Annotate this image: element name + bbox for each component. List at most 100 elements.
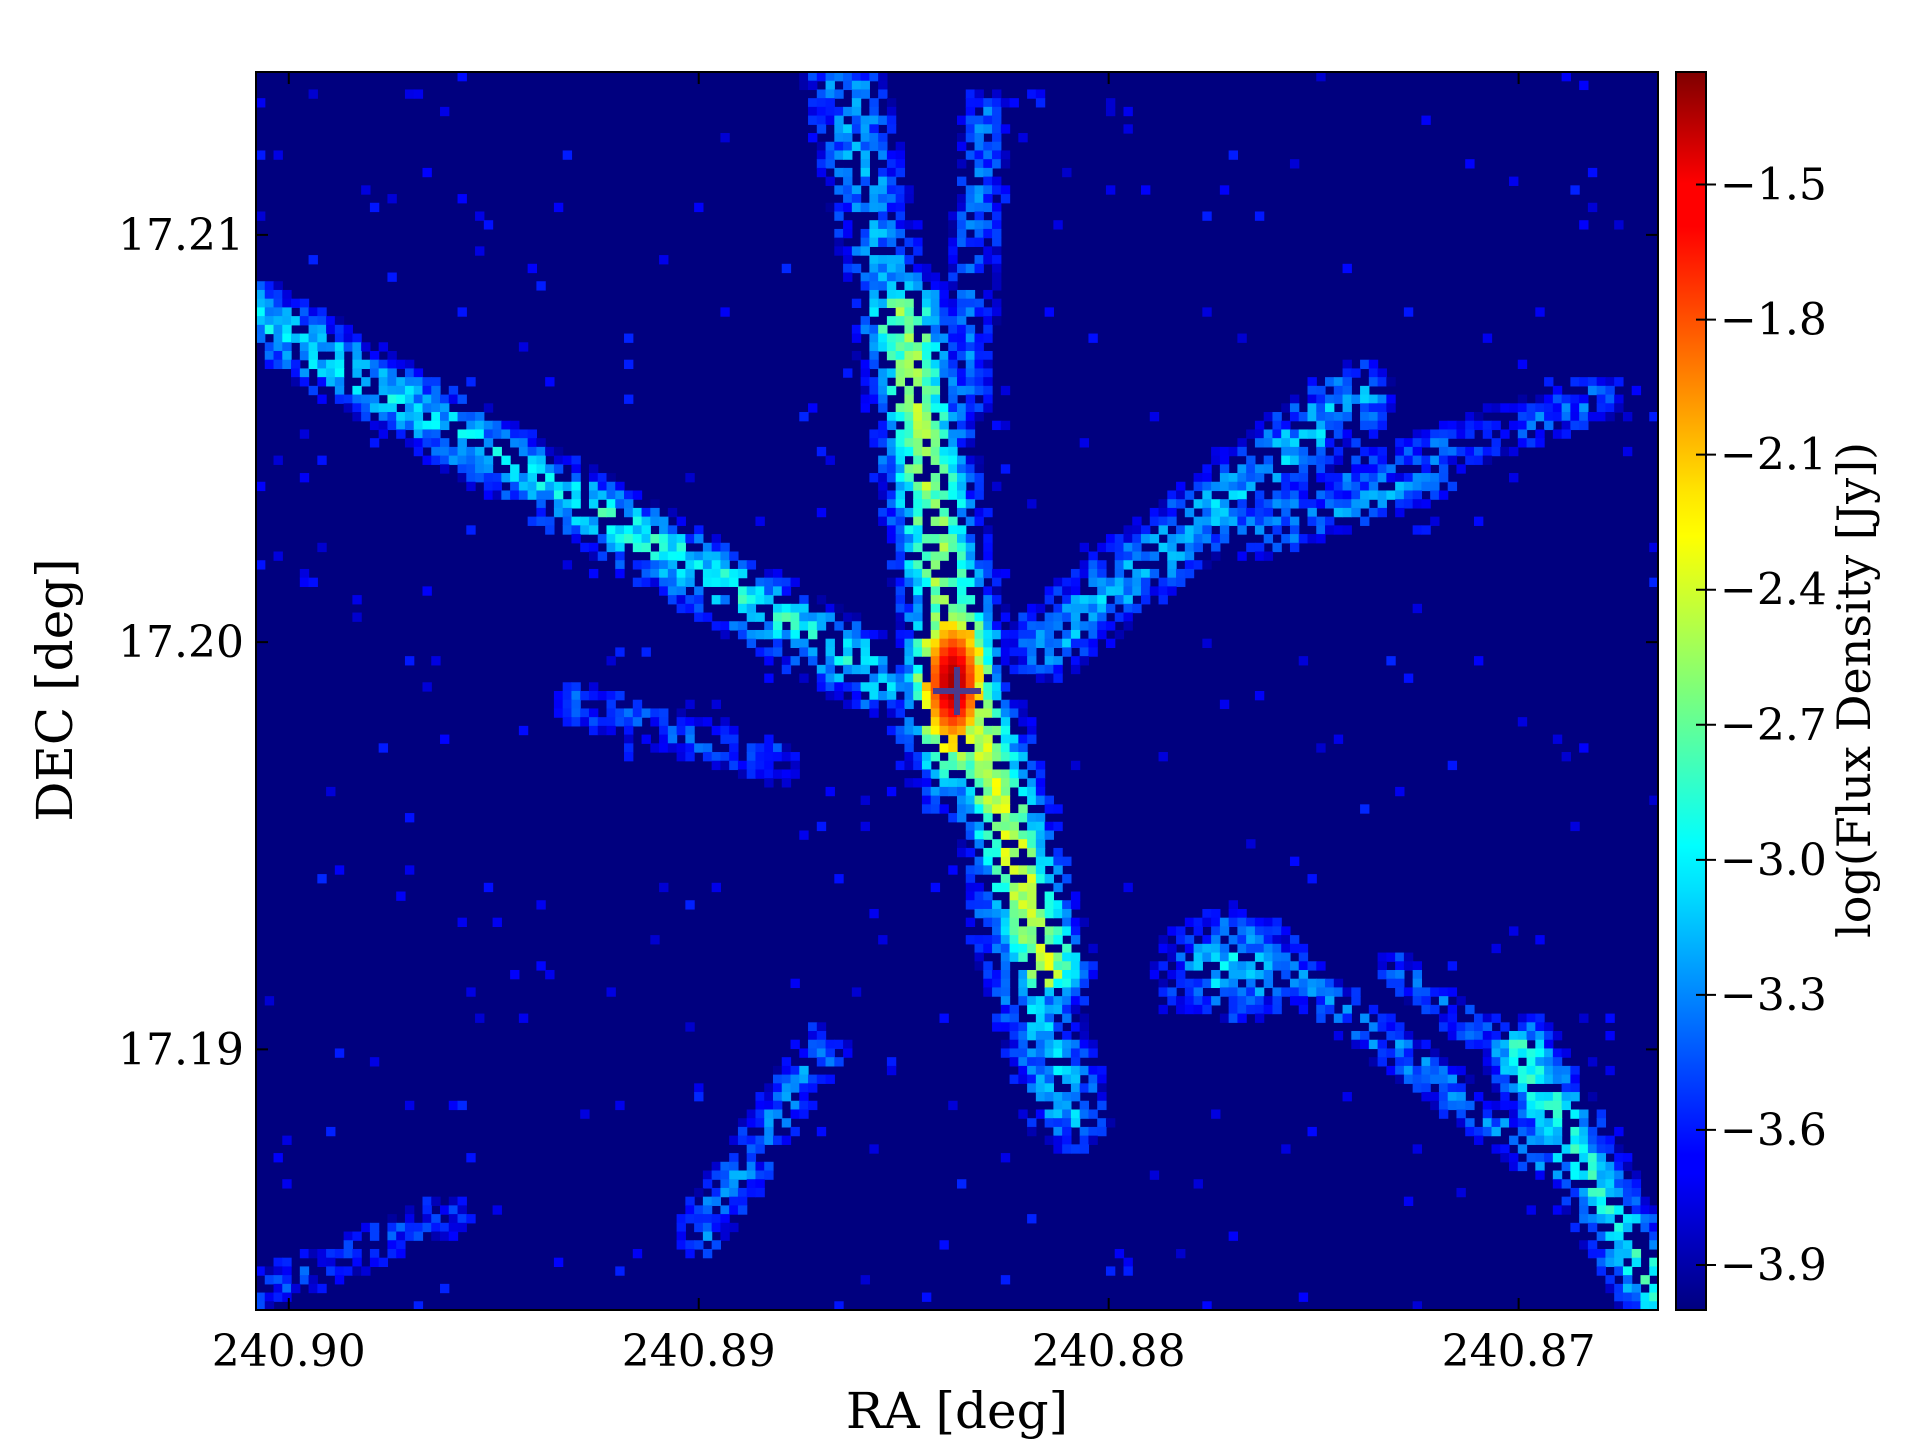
heatmap-cell [834,89,844,99]
heatmap-cell [632,507,643,518]
heatmap-cell [273,1266,283,1276]
heatmap-cell [553,202,564,213]
heatmap-cell [1465,412,1475,422]
heatmap-cell [957,368,967,378]
heatmap-cell [720,725,730,736]
heatmap-cell [1289,525,1300,535]
heatmap-cell [913,429,923,439]
heatmap-cell [851,124,862,134]
heatmap-cell [1500,1153,1510,1163]
heatmap-cell [1386,969,1396,980]
heatmap-cell [404,438,415,448]
heatmap-cell [983,202,993,213]
heatmap-cell [904,525,914,535]
heatmap-cell [1272,935,1282,945]
heatmap-cell [1631,1292,1642,1302]
heatmap-cell [1035,1057,1046,1067]
heatmap-cell [939,629,949,640]
heatmap-cell [1202,917,1212,927]
heatmap-cell [1053,821,1063,832]
heatmap-cell [965,438,976,448]
heatmap-cell [1123,542,1133,553]
heatmap-cell [834,211,844,221]
heatmap-cell [904,673,914,683]
heatmap-cell [816,595,827,605]
heatmap-cell [1254,987,1265,997]
heatmap-cell [378,420,389,431]
heatmap-cell [562,560,573,570]
heatmap-cell [317,394,327,404]
heatmap-cell [352,1257,362,1268]
heatmap-cell [343,1266,353,1276]
heatmap-cell [939,717,949,727]
heatmap-cell [1570,1109,1580,1119]
heatmap-cell [1465,1100,1475,1111]
heatmap-cell [1587,377,1598,387]
heatmap-cell [1105,1118,1116,1128]
heatmap-cell [843,638,853,649]
heatmap-cell [1517,1083,1528,1093]
heatmap-cell [886,115,897,125]
heatmap-cell [326,1257,336,1268]
heatmap-cell [886,106,897,117]
heatmap-cell [273,359,283,370]
heatmap-cell [1018,969,1028,980]
heatmap-cell [1333,385,1344,396]
heatmap-cell [1342,359,1352,370]
heatmap-cell [1263,935,1274,945]
heatmap-cell [326,359,336,370]
heatmap-cell [308,316,318,326]
heatmap-cell [1053,577,1063,587]
heatmap-cell [1544,420,1554,431]
heatmap-cell [396,412,406,422]
heatmap-cell [1123,525,1133,535]
heatmap-cell [843,263,853,274]
heatmap-cell [1009,664,1019,675]
heatmap-cell [1079,917,1090,927]
heatmap-cell [983,638,993,649]
heatmap-cell [878,481,888,492]
heatmap-cell [1027,865,1037,875]
heatmap-cell [764,621,774,631]
heatmap-cell [334,1266,345,1276]
heatmap-cell [921,534,932,544]
heatmap-cell [1062,1092,1072,1102]
heatmap-cell [667,507,678,518]
heatmap-cell [860,368,870,378]
heatmap-cell [992,664,1002,675]
heatmap-cell [1237,507,1247,518]
heatmap-cell [1403,499,1414,509]
heatmap-cell [1000,952,1011,962]
heatmap-cell [1614,1170,1624,1180]
heatmap-cell [904,473,914,483]
heatmap-cell [624,490,634,500]
heatmap-cell [1333,412,1344,422]
heatmap-cell [1237,473,1247,483]
heatmap-cell [860,133,870,143]
heatmap-cell [527,263,537,274]
heatmap-cell [895,621,906,631]
heatmap-cell [939,412,949,422]
heatmap-cell [1018,865,1028,875]
heatmap-cell [913,673,923,683]
heatmap-cell [448,1231,459,1241]
heatmap-cell [361,1266,371,1276]
heatmap-cell [1307,507,1317,518]
heatmap-cell [939,307,949,317]
heatmap-cell [816,141,827,152]
heatmap-cell [729,1153,739,1163]
colorbar-tick-label: −3.6 [1720,1105,1827,1156]
heatmap-cell [965,490,976,500]
heatmap-cell [764,1100,774,1111]
heatmap-cell [737,621,748,631]
heatmap-cell [1491,1100,1501,1111]
heatmap-cell [913,420,923,431]
heatmap-cell [904,237,914,247]
heatmap-cell [404,813,415,823]
heatmap-cell [1070,577,1081,587]
heatmap-cell [369,368,380,378]
heatmap-cell [1535,935,1545,945]
heatmap-cell [851,80,862,91]
heatmap-cell [983,708,993,718]
heatmap-cell [816,1048,827,1058]
